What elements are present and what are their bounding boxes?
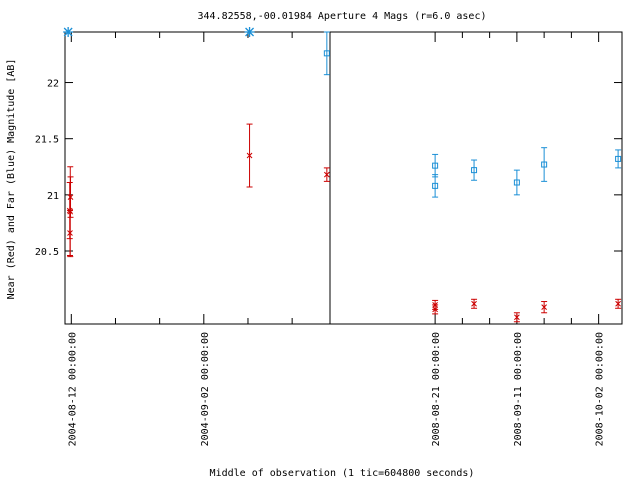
data-point xyxy=(323,50,330,57)
y-tick-label: 21.5 xyxy=(35,135,59,146)
x-tick-label: 2004-09-02 00:00:00 xyxy=(200,332,211,446)
plot-frame xyxy=(64,31,623,325)
data-point xyxy=(615,300,621,307)
x-tick-label: 2008-09-11 00:00:00 xyxy=(513,332,524,446)
y-tick-label: 20.5 xyxy=(35,247,59,258)
data-point xyxy=(432,182,439,189)
x-axis-label: Middle of observation (1 tic=604800 seco… xyxy=(210,468,475,479)
data-point xyxy=(471,300,477,307)
y-tick-label: 21 xyxy=(47,191,59,202)
chart-title: 344.82558,-00.01984 Aperture 4 Mags (r=6… xyxy=(198,11,487,22)
data-point xyxy=(246,152,253,159)
plot-area: 20.5 21 21.5 22 2004-08-12 00:00:00 2004-09-0… xyxy=(35,27,623,446)
x-tick-label: 2008-08-21 00:00:00 xyxy=(431,332,442,446)
limit-marker xyxy=(63,27,74,37)
x-tick-label: 2004-08-12 00:00:00 xyxy=(67,332,78,446)
data-point xyxy=(67,230,73,236)
data-point xyxy=(471,167,478,174)
data-point xyxy=(541,161,548,168)
limit-marker xyxy=(244,27,255,37)
y-tick-label: 22 xyxy=(47,79,59,90)
data-point xyxy=(432,302,438,308)
data-point xyxy=(432,162,439,169)
data-point xyxy=(323,171,330,178)
data-point xyxy=(513,179,520,186)
data-point xyxy=(615,155,622,162)
x-tick-label: 2008-10-02 00:00:00 xyxy=(595,332,606,446)
data-point xyxy=(514,314,520,321)
data-point xyxy=(541,304,547,311)
y-axis-label: Near (Red) and Far (Blue) Magnitude [AB] xyxy=(6,59,17,300)
